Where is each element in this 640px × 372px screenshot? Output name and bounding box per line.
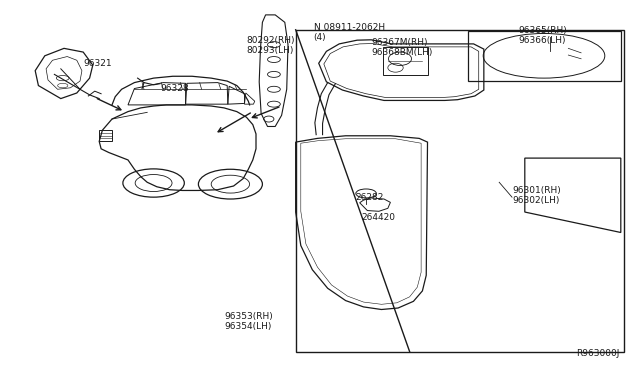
Text: 264420: 264420 bbox=[362, 213, 396, 222]
Text: N 08911-2062H
(4): N 08911-2062H (4) bbox=[314, 23, 385, 42]
Text: 96301(RH)
96302(LH): 96301(RH) 96302(LH) bbox=[512, 186, 561, 205]
Text: 96321: 96321 bbox=[83, 59, 112, 68]
Text: 96353(RH)
96354(LH): 96353(RH) 96354(LH) bbox=[224, 312, 273, 331]
Text: 96367M(RH)
96368BM(LH): 96367M(RH) 96368BM(LH) bbox=[371, 38, 433, 57]
Text: 96365(RH)
96366(LH): 96365(RH) 96366(LH) bbox=[518, 26, 567, 45]
Text: 96328: 96328 bbox=[160, 84, 189, 93]
Bar bbox=[383, 47, 428, 75]
Text: 80292(RH)
80293(LH): 80292(RH) 80293(LH) bbox=[246, 36, 295, 55]
Text: R963000J: R963000J bbox=[576, 349, 620, 358]
Text: 26282: 26282 bbox=[355, 193, 383, 202]
